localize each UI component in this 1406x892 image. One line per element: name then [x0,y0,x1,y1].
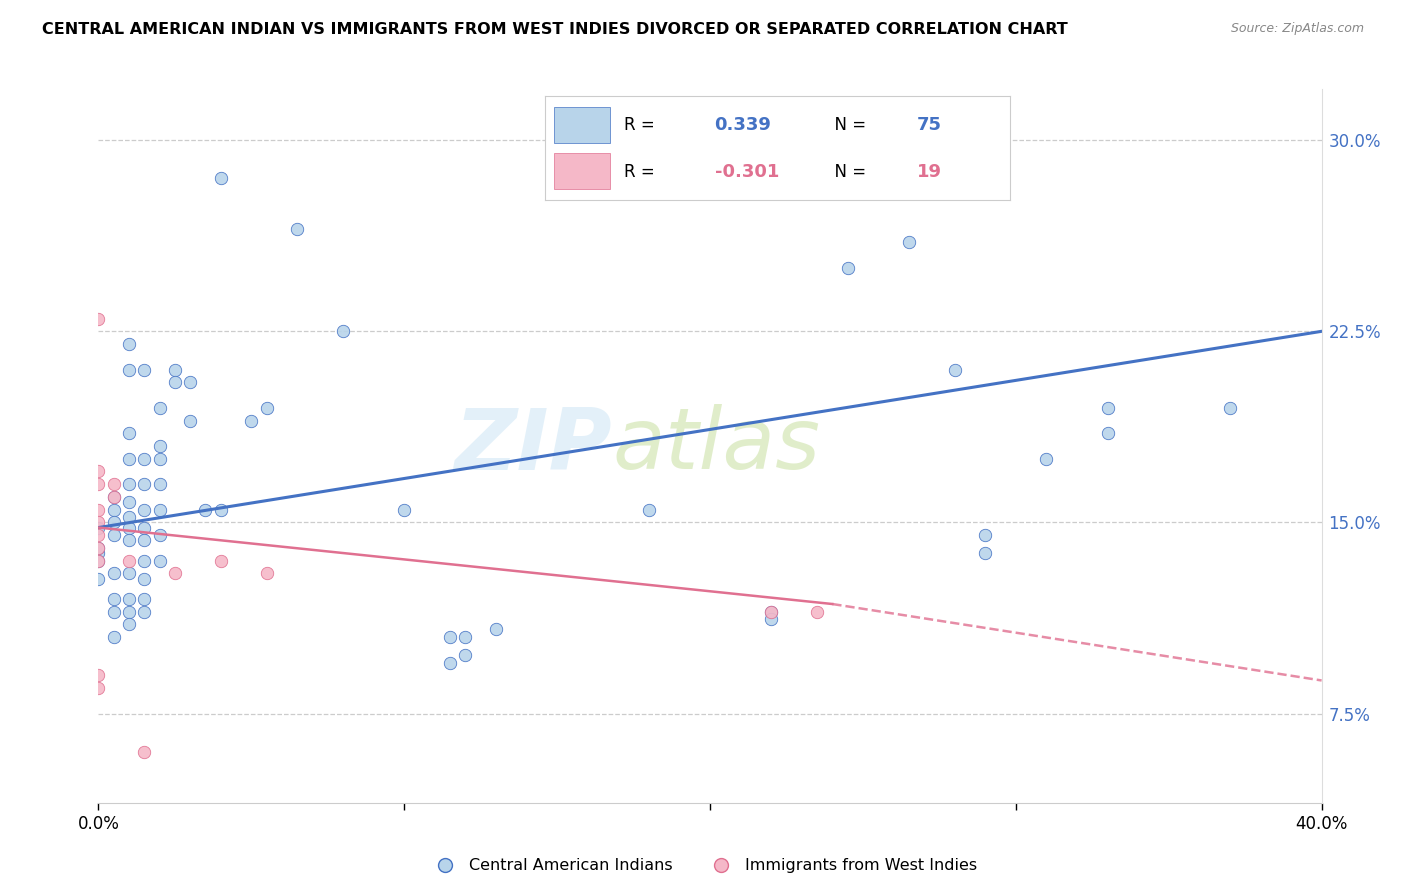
Point [87,541,110,555]
Point [118,605,141,619]
Point [118,451,141,466]
Point [103,477,125,491]
Point [118,426,141,441]
Point [134,533,156,548]
Point [118,477,141,491]
Point [897,235,920,249]
Text: ZIP: ZIP [454,404,612,488]
Point [240,413,263,427]
Point [759,605,782,619]
Point [118,362,141,376]
Point [118,337,141,351]
Point [149,451,172,466]
Point [1097,401,1119,415]
Point [134,745,156,759]
Point [103,591,125,606]
Point [103,502,125,516]
Point [87,528,110,542]
Point [149,528,172,542]
Point [454,630,477,644]
Point [87,681,110,695]
Point [87,541,110,555]
Point [439,656,461,670]
Point [134,591,156,606]
Point [149,554,172,568]
Point [149,477,172,491]
Point [134,451,156,466]
Point [149,439,172,453]
Point [974,528,997,542]
Point [87,477,110,491]
Point [134,520,156,534]
Point [134,554,156,568]
Point [332,324,354,338]
Point [134,362,156,376]
Point [837,260,859,275]
Point [103,528,125,542]
Point [87,668,110,682]
Point [256,566,278,581]
Point [87,554,110,568]
Point [1035,451,1057,466]
Point [163,566,186,581]
Point [759,605,782,619]
Point [118,591,141,606]
Point [103,490,125,504]
Point [134,605,156,619]
Point [118,495,141,509]
Point [637,502,661,516]
Point [118,520,141,534]
Point [1219,401,1241,415]
Legend: Central American Indians, Immigrants from West Indies: Central American Indians, Immigrants fro… [423,852,983,880]
Point [118,533,141,548]
Point [439,630,461,644]
Point [149,502,172,516]
Point [87,546,110,560]
Point [118,510,141,524]
Point [87,502,110,516]
Point [194,502,217,516]
Point [87,311,110,326]
Point [285,222,308,236]
Point [118,617,141,632]
Point [87,572,110,586]
Point [1097,426,1119,441]
Point [87,516,110,530]
Point [103,490,125,504]
Point [87,520,110,534]
Text: CENTRAL AMERICAN INDIAN VS IMMIGRANTS FROM WEST INDIES DIVORCED OR SEPARATED COR: CENTRAL AMERICAN INDIAN VS IMMIGRANTS FR… [42,22,1069,37]
Point [87,465,110,479]
Point [134,572,156,586]
Point [256,401,278,415]
Point [118,554,141,568]
Point [103,630,125,644]
Text: Source: ZipAtlas.com: Source: ZipAtlas.com [1230,22,1364,36]
Point [209,171,232,186]
Point [179,413,201,427]
Point [209,554,232,568]
Point [118,566,141,581]
Point [103,566,125,581]
Point [87,554,110,568]
Point [163,362,186,376]
Point [149,401,172,415]
Point [163,376,186,390]
Point [974,546,997,560]
Point [103,605,125,619]
Point [806,605,828,619]
Point [179,376,201,390]
Point [943,362,966,376]
Point [392,502,416,516]
Point [134,502,156,516]
Point [485,623,508,637]
Text: atlas: atlas [612,404,820,488]
Point [209,502,232,516]
Point [134,477,156,491]
Point [454,648,477,662]
Point [759,612,782,626]
Point [103,516,125,530]
